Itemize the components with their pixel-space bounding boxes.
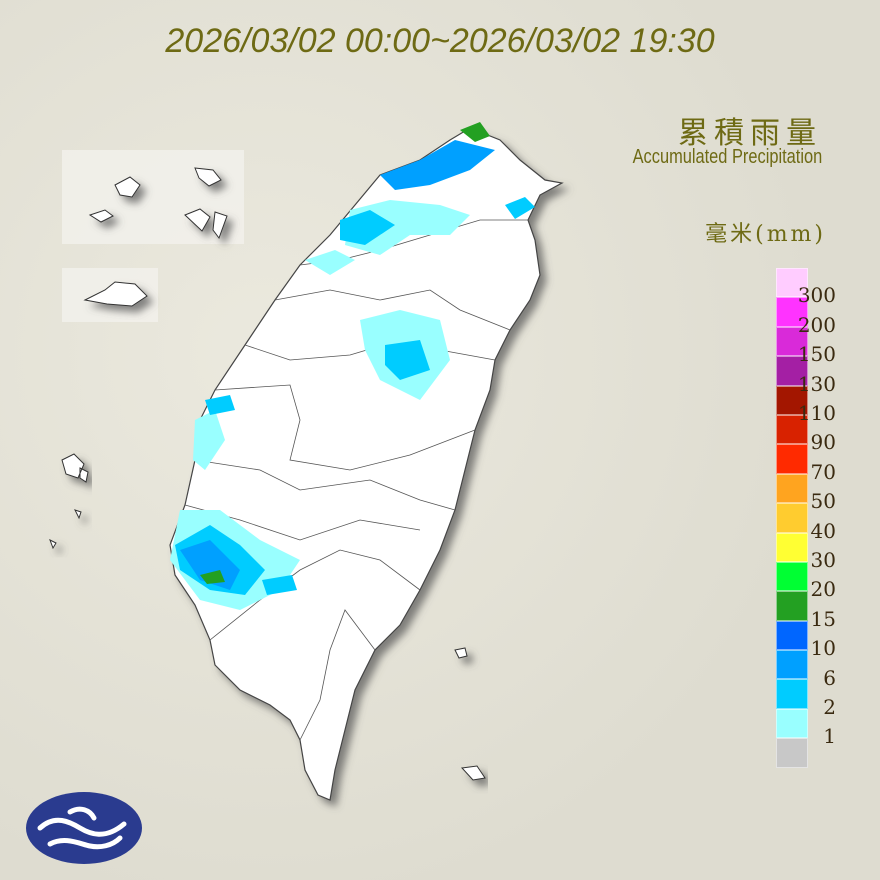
legend-swatch (776, 738, 808, 768)
legend-unit: 毫米(mm) (705, 222, 826, 247)
legend-label: 150 (797, 342, 836, 367)
legend-label: 20 (810, 577, 836, 602)
legend-swatch (776, 326, 808, 357)
taiwan-island (169, 127, 564, 801)
rainfall-areas (170, 122, 535, 610)
cwa-logo (26, 792, 142, 864)
green-island-orchid-island (454, 647, 486, 781)
legend-label: 15 (810, 606, 836, 631)
legend-swatch (776, 414, 808, 445)
color-legend (776, 268, 808, 768)
legend-swatch (776, 650, 808, 680)
legend-label: 30 (810, 548, 836, 572)
legend-label: 90 (810, 430, 836, 455)
legend-swatch (776, 268, 808, 298)
legend-swatch (776, 708, 808, 739)
legend-swatch (776, 561, 808, 592)
legend-swatch (776, 385, 808, 415)
legend-title-en: Accumulated Precipitation (632, 146, 822, 168)
legend-label: 2 (823, 695, 836, 719)
legend-label: 300 (797, 283, 836, 308)
legend-label: 200 (797, 312, 836, 337)
legend-label: 6 (823, 665, 836, 690)
legend-swatch (776, 620, 808, 651)
legend-swatch (776, 297, 808, 327)
legend-swatch (776, 503, 808, 533)
legend-label: 1 (823, 724, 836, 749)
penghu-islands (49, 453, 89, 550)
legend-label: 110 (797, 401, 836, 425)
legend-swatch (776, 679, 808, 709)
legend-label: 70 (810, 459, 836, 484)
legend-label: 10 (810, 636, 836, 661)
legend-swatch (776, 444, 808, 474)
legend-label: 130 (797, 371, 836, 396)
legend-swatch (776, 473, 808, 504)
legend-swatch (776, 532, 808, 562)
time-range-title: 2026/03/02 00:00~2026/03/02 19:30 (165, 22, 715, 60)
legend-swatch (776, 591, 808, 621)
legend-swatch (776, 356, 808, 386)
legend-label: 50 (810, 489, 836, 514)
inset-islands (62, 150, 244, 322)
legend-label: 40 (810, 518, 836, 543)
legend-title-zh: 累積雨量 (678, 116, 822, 151)
